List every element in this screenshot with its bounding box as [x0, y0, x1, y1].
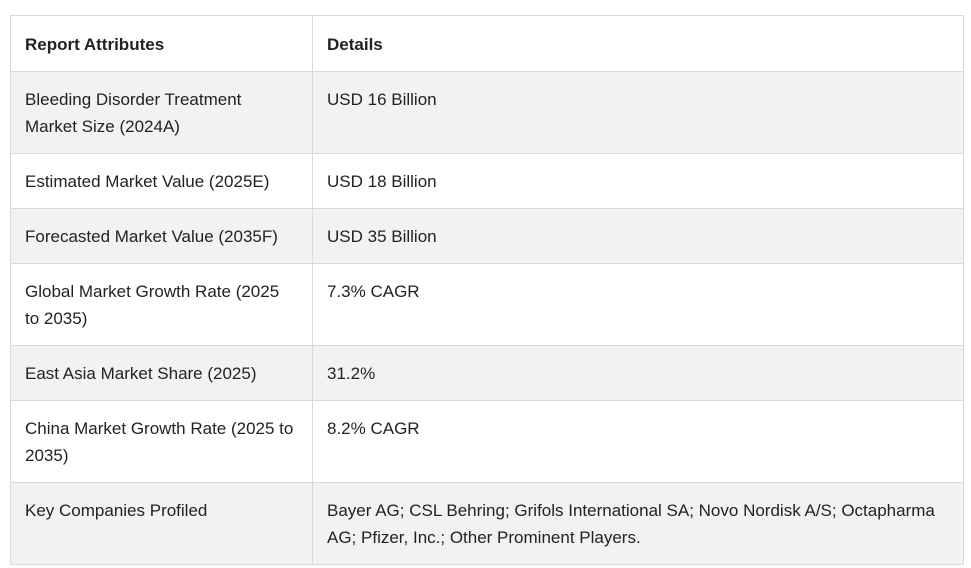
detail-cell: USD 18 Billion — [312, 153, 964, 209]
table-row: East Asia Market Share (2025) 31.2% — [10, 345, 964, 401]
table-row: Global Market Growth Rate (2025 to 2035)… — [10, 263, 964, 346]
attribute-cell: East Asia Market Share (2025) — [10, 345, 313, 401]
table-row: Key Companies Profiled Bayer AG; CSL Beh… — [10, 482, 964, 565]
attribute-cell: Bleeding Disorder Treatment Market Size … — [10, 71, 313, 154]
detail-cell: Bayer AG; CSL Behring; Grifols Internati… — [312, 482, 964, 565]
column-header-details: Details — [312, 15, 964, 72]
attribute-cell: Key Companies Profiled — [10, 482, 313, 565]
table-row: Estimated Market Value (2025E) USD 18 Bi… — [10, 153, 964, 209]
table-row: China Market Growth Rate (2025 to 2035) … — [10, 400, 964, 483]
table-row: Forecasted Market Value (2035F) USD 35 B… — [10, 208, 964, 264]
attribute-cell: Estimated Market Value (2025E) — [10, 153, 313, 209]
table-header-row: Report Attributes Details — [10, 15, 964, 72]
attribute-cell: Forecasted Market Value (2035F) — [10, 208, 313, 264]
attribute-cell: Global Market Growth Rate (2025 to 2035) — [10, 263, 313, 346]
report-attributes-table: Report Attributes Details Bleeding Disor… — [10, 15, 964, 565]
table-row: Bleeding Disorder Treatment Market Size … — [10, 71, 964, 154]
column-header-report-attributes: Report Attributes — [10, 15, 313, 72]
detail-cell: 7.3% CAGR — [312, 263, 964, 346]
detail-cell: 31.2% — [312, 345, 964, 401]
detail-cell: USD 35 Billion — [312, 208, 964, 264]
detail-cell: USD 16 Billion — [312, 71, 964, 154]
attribute-cell: China Market Growth Rate (2025 to 2035) — [10, 400, 313, 483]
detail-cell: 8.2% CAGR — [312, 400, 964, 483]
